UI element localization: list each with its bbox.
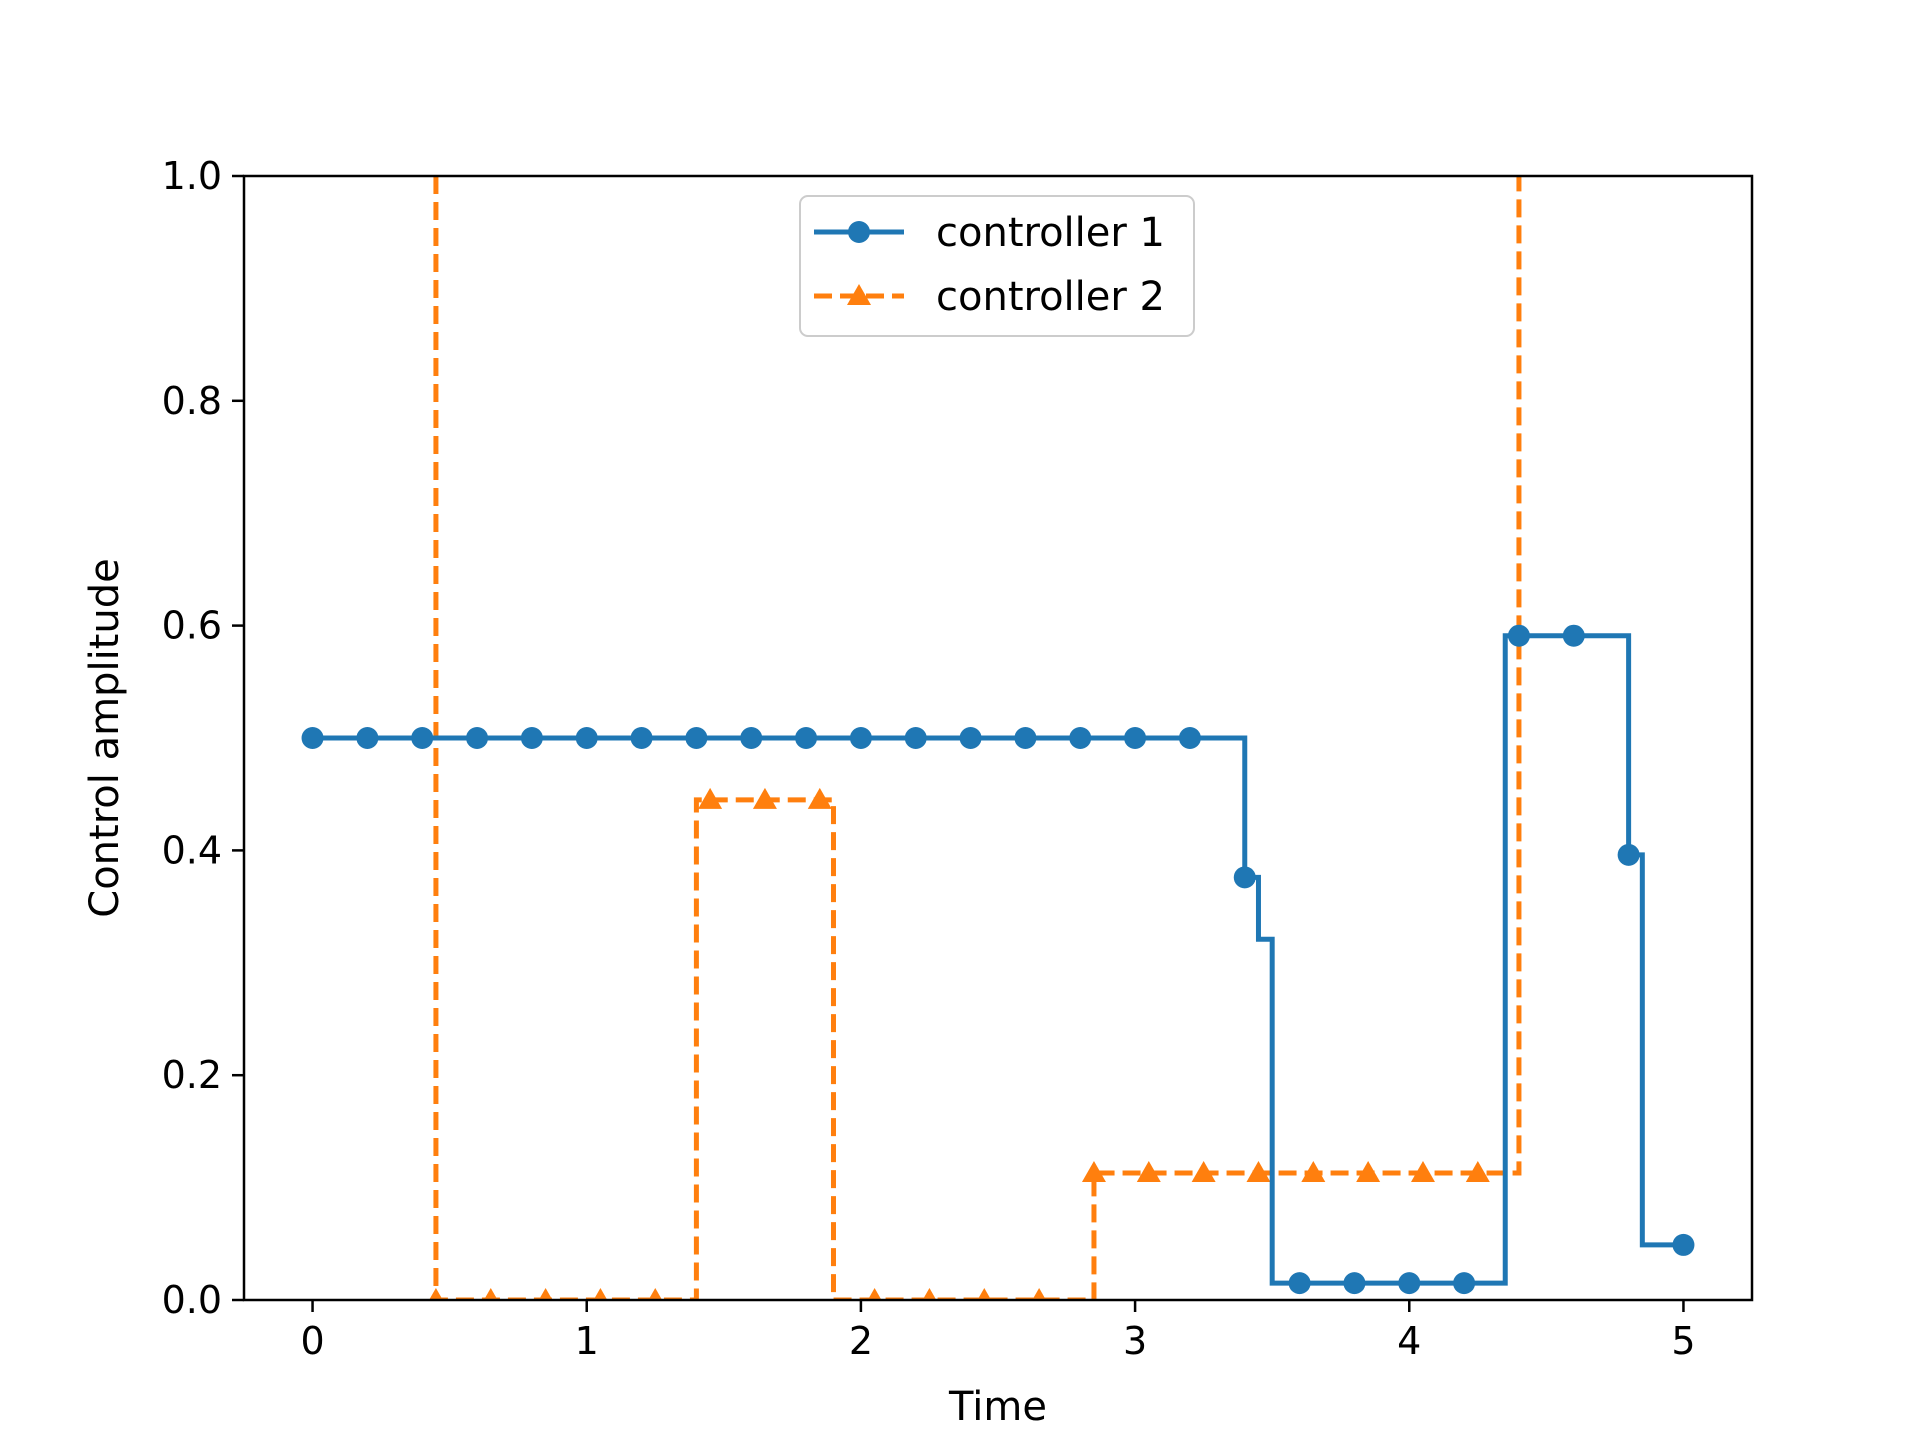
marker-controller-1 <box>630 727 653 749</box>
y-tick-label: 0.6 <box>162 604 222 648</box>
marker-controller-2 <box>1081 1160 1106 1182</box>
series-layer <box>301 176 1695 1300</box>
marker-controller-2 <box>648 1288 663 1300</box>
marker-controller-2 <box>429 1288 443 1300</box>
marker-controller-1 <box>1178 727 1201 749</box>
legend-label-controller-1: controller 1 <box>936 210 1165 256</box>
marker-controller-1 <box>1617 843 1640 866</box>
y-tick-label: 0.8 <box>162 379 222 423</box>
marker-controller-1 <box>1562 624 1585 647</box>
marker-controller-1 <box>1233 866 1256 889</box>
marker-controller-1 <box>356 727 379 749</box>
marker-controller-2 <box>807 787 832 809</box>
marker-controller-1 <box>411 727 434 749</box>
x-tick-label: 3 <box>1123 1319 1147 1363</box>
y-tick-label: 0.2 <box>162 1053 222 1097</box>
marker-controller-2 <box>977 1288 992 1300</box>
marker-controller-2 <box>1246 1160 1271 1182</box>
marker-controller-2 <box>483 1288 498 1300</box>
marker-controller-2 <box>1136 1160 1161 1182</box>
marker-controller-1 <box>849 727 872 749</box>
legend: controller 1 controller 2 <box>799 195 1195 337</box>
marker-controller-1 <box>740 727 763 749</box>
y-tick-label: 0.0 <box>162 1278 222 1322</box>
marker-controller-1 <box>1288 1272 1311 1295</box>
x-tick-label: 5 <box>1671 1319 1695 1363</box>
x-tick-label: 0 <box>300 1319 324 1363</box>
marker-controller-1 <box>1507 624 1530 647</box>
legend-marker-controller-2 <box>847 284 871 305</box>
marker-controller-2 <box>1301 1160 1326 1182</box>
marker-controller-1 <box>795 727 818 749</box>
marker-controller-1 <box>1124 727 1147 749</box>
y-axis: 0.0 0.2 0.4 0.6 0.8 1.0 <box>162 154 244 1322</box>
marker-controller-2 <box>593 1288 608 1300</box>
marker-controller-1 <box>1398 1272 1421 1295</box>
marker-controller-1 <box>1453 1272 1476 1295</box>
x-tick-label: 1 <box>575 1319 599 1363</box>
marker-controller-1 <box>685 727 708 749</box>
marker-controller-2 <box>867 1288 882 1300</box>
marker-controller-1 <box>904 727 927 749</box>
marker-controller-1 <box>1672 1233 1695 1256</box>
y-tick-label: 1.0 <box>162 154 222 198</box>
marker-controller-1 <box>1343 1272 1366 1295</box>
marker-controller-1 <box>1069 727 1092 749</box>
x-tick-label: 4 <box>1397 1319 1421 1363</box>
marker-controller-1 <box>466 727 489 749</box>
marker-controller-2 <box>752 787 777 809</box>
marker-controller-1 <box>959 727 982 749</box>
marker-controller-2 <box>538 1288 553 1300</box>
y-tick-label: 0.4 <box>162 828 222 872</box>
marker-controller-2 <box>1465 1160 1490 1182</box>
x-axis-label: Time <box>948 1384 1047 1430</box>
marker-controller-2 <box>698 787 723 809</box>
y-axis-label: Control amplitude <box>82 558 128 917</box>
legend-marker-controller-1 <box>848 221 870 243</box>
marker-controller-2 <box>1032 1288 1046 1300</box>
plot-frame <box>242 174 1754 1302</box>
marker-controller-2 <box>1191 1160 1216 1182</box>
legend-label-controller-2: controller 2 <box>936 274 1165 320</box>
marker-controller-1 <box>301 727 324 749</box>
marker-controller-1 <box>1014 727 1037 749</box>
marker-controller-2 <box>922 1288 937 1300</box>
marker-controller-1 <box>520 727 543 749</box>
marker-controller-2 <box>1356 1160 1381 1182</box>
x-tick-label: 2 <box>849 1319 873 1363</box>
marker-controller-2 <box>1410 1160 1435 1182</box>
x-axis: 0 1 2 3 4 5 <box>300 1300 1696 1363</box>
marker-controller-1 <box>575 727 598 749</box>
